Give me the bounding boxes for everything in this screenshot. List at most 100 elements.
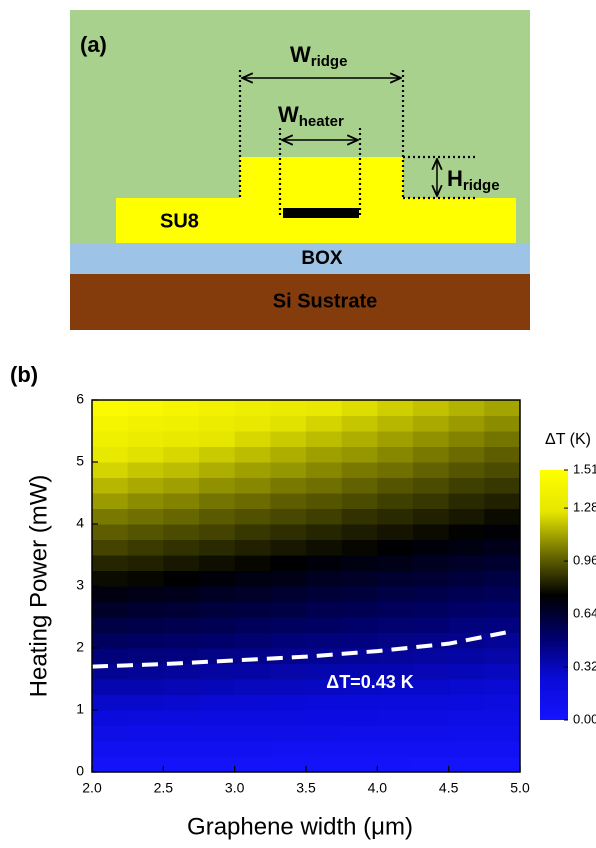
heatmap-cell: [234, 539, 271, 556]
heatmap-cell: [199, 725, 236, 742]
heatmap-cell: [127, 477, 164, 494]
heatmap-cell: [92, 570, 129, 587]
heatmap-cell: [92, 756, 129, 773]
heatmap-cell: [413, 493, 450, 509]
heatmap-cell: [127, 756, 164, 773]
heatmap-cell: [163, 555, 200, 571]
heatmap-cell: [270, 663, 307, 680]
heatmap-cell: [234, 679, 271, 695]
heatmap-cell: [270, 446, 307, 463]
heatmap-cell: [448, 524, 485, 540]
heatmap-cell: [341, 586, 378, 602]
heatmap-cell: [92, 555, 129, 571]
heatmap-cell: [234, 710, 271, 726]
y-tick-label: 6: [76, 391, 84, 407]
colorbar-title: ΔT (K): [545, 431, 591, 448]
heatmap-cell: [377, 694, 414, 711]
heatmap-cell: [270, 710, 307, 726]
heatmap-cell: [270, 400, 307, 416]
heatmap-cell: [234, 725, 271, 742]
heatmap-cell: [306, 617, 343, 633]
heatmap-cell: [163, 524, 200, 540]
heatmap-cell: [306, 570, 343, 587]
heatmap-cell: [341, 400, 378, 416]
heatmap-cell: [377, 400, 414, 416]
heatmap-cell: [127, 725, 164, 742]
heatmap-cell: [341, 725, 378, 742]
heater: [283, 208, 359, 218]
y-tick-label: 5: [76, 453, 84, 469]
heatmap-cell: [92, 710, 129, 726]
heatmap-cell: [92, 508, 129, 525]
heatmap-cell: [448, 601, 485, 618]
heatmap-cell: [413, 601, 450, 618]
x-tick-label: 4.5: [439, 780, 459, 796]
heatmap-cell: [127, 493, 164, 509]
heatmap-cell: [127, 555, 164, 571]
y-tick-label: 4: [76, 515, 84, 531]
heatmap-cell: [484, 756, 521, 773]
heatmap-cell: [341, 570, 378, 587]
heatmap-cell: [199, 462, 236, 478]
heatmap-cell: [306, 555, 343, 571]
heatmap-cell: [92, 462, 129, 478]
heatmap-cell: [234, 601, 271, 618]
heatmap-cell: [163, 493, 200, 509]
heatmap-cell: [163, 725, 200, 742]
heatmap-cell: [199, 679, 236, 695]
heatmap-cell: [413, 725, 450, 742]
heatmap-cell: [234, 555, 271, 571]
heatmap-cell: [270, 555, 307, 571]
heatmap-cell: [270, 431, 307, 447]
heatmap-cell: [448, 508, 485, 525]
heatmap-cell: [199, 539, 236, 556]
heatmap-cell: [306, 493, 343, 509]
panel-a: (a) Wridge Wheater Hridge SU8 BOX Si Sus…: [70, 10, 530, 330]
heatmap-cell: [270, 725, 307, 742]
heatmap-cell: [484, 539, 521, 556]
heatmap-cell: [92, 586, 129, 602]
colorbar-tick-label: 0.64: [573, 605, 596, 620]
heatmap-cell: [377, 555, 414, 571]
heatmap-cell: [163, 415, 200, 432]
heatmap-cell: [413, 508, 450, 525]
heatmap-cell: [484, 725, 521, 742]
heatmap-cell: [92, 493, 129, 509]
heatmap-cell: [127, 400, 164, 416]
heatmap-cell: [377, 756, 414, 773]
heatmap-cell: [199, 431, 236, 447]
heatmap-cell: [92, 725, 129, 742]
heatmap-cell: [92, 400, 129, 416]
heatmap-cell: [163, 601, 200, 618]
su8-ridge: [240, 157, 403, 199]
heatmap-cell: [484, 741, 521, 757]
heatmap-cell: [484, 570, 521, 587]
heatmap-cell: [270, 415, 307, 432]
heatmap-cell: [199, 508, 236, 525]
heatmap-cell: [199, 741, 236, 757]
x-tick-label: 4.0: [368, 780, 388, 796]
heatmap-cell: [413, 477, 450, 494]
heatmap-cell: [270, 694, 307, 711]
heatmap-cell: [377, 663, 414, 680]
heatmap-cell: [163, 710, 200, 726]
heatmap-cell: [127, 539, 164, 556]
heatmap-cell: [234, 493, 271, 509]
heatmap-cell: [92, 415, 129, 432]
heatmap-cell: [234, 462, 271, 478]
heatmap-cell: [377, 648, 414, 664]
heatmap-cell: [92, 539, 129, 556]
heatmap-cell: [448, 555, 485, 571]
heatmap-cell: [199, 555, 236, 571]
colorbar-tick-label: 1.28: [573, 500, 596, 515]
heatmap-cell: [163, 462, 200, 478]
heatmap-cell: [413, 462, 450, 478]
heatmap-cell: [92, 617, 129, 633]
heatmap-cell: [448, 725, 485, 742]
heatmap-cell: [341, 508, 378, 525]
heatmap-cell: [163, 586, 200, 602]
heatmap-cell: [484, 400, 521, 416]
w-heater-label: Wheater: [278, 102, 344, 130]
heatmap-cell: [199, 570, 236, 587]
heatmap-cell: [377, 462, 414, 478]
